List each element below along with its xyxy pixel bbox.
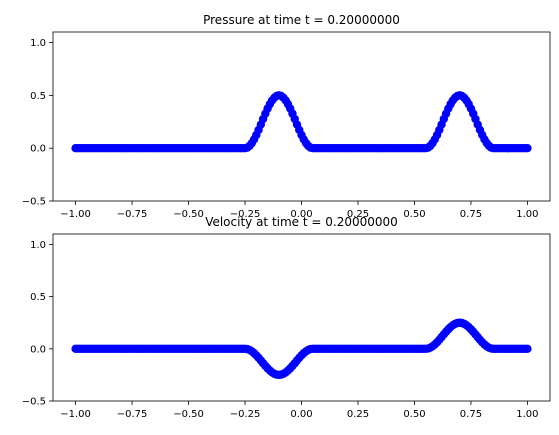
x-tick-label: −0.25 bbox=[230, 209, 261, 220]
data-points bbox=[71, 91, 532, 153]
data-point bbox=[523, 344, 532, 354]
chart-title: Velocity at time t = 0.20000000 bbox=[205, 215, 398, 229]
x-tick-label: −0.50 bbox=[173, 409, 204, 420]
x-tick-label: 0.25 bbox=[347, 209, 369, 220]
velocity-panel: Velocity at time t = 0.20000000 −1.00 −0.7… bbox=[22, 215, 551, 420]
y-tick-label: −0.5 bbox=[22, 397, 46, 408]
x-tick-label: 0.00 bbox=[290, 209, 312, 220]
x-tick-label: −0.25 bbox=[230, 409, 261, 420]
x-tick-label: −0.75 bbox=[117, 209, 148, 220]
data-point bbox=[523, 143, 532, 153]
x-tick-label: −1.00 bbox=[60, 409, 91, 420]
y-tick-label: 0.0 bbox=[30, 144, 46, 155]
y-tick-label: 1.0 bbox=[30, 38, 46, 49]
x-tick-label: 0.75 bbox=[460, 209, 482, 220]
axes-frame bbox=[52, 233, 551, 402]
x-tick-label: 0.50 bbox=[403, 209, 425, 220]
y-tick-label: −0.5 bbox=[22, 197, 46, 208]
y-tick-label: 0.0 bbox=[30, 344, 46, 355]
x-tick-label: −0.75 bbox=[117, 409, 148, 420]
data-points bbox=[71, 318, 532, 380]
y-tick-label: 0.5 bbox=[30, 292, 46, 303]
x-tick-label: 0.25 bbox=[347, 409, 369, 420]
chart-title: Pressure at time t = 0.20000000 bbox=[203, 13, 400, 27]
pressure-panel: Pressure at time t = 0.20000000 −1.00 −0.7… bbox=[22, 13, 551, 220]
x-tick-label: −0.50 bbox=[173, 209, 204, 220]
y-tick-label: 1.0 bbox=[30, 240, 46, 251]
x-tick-label: 1.00 bbox=[516, 209, 538, 220]
y-tick-label: 0.5 bbox=[30, 91, 46, 102]
x-tick-label: 0.00 bbox=[290, 409, 312, 420]
x-tick-label: 0.75 bbox=[460, 409, 482, 420]
x-tick-label: −1.00 bbox=[60, 209, 91, 220]
x-tick-label: 1.00 bbox=[516, 409, 538, 420]
x-tick-label: 0.50 bbox=[403, 409, 425, 420]
